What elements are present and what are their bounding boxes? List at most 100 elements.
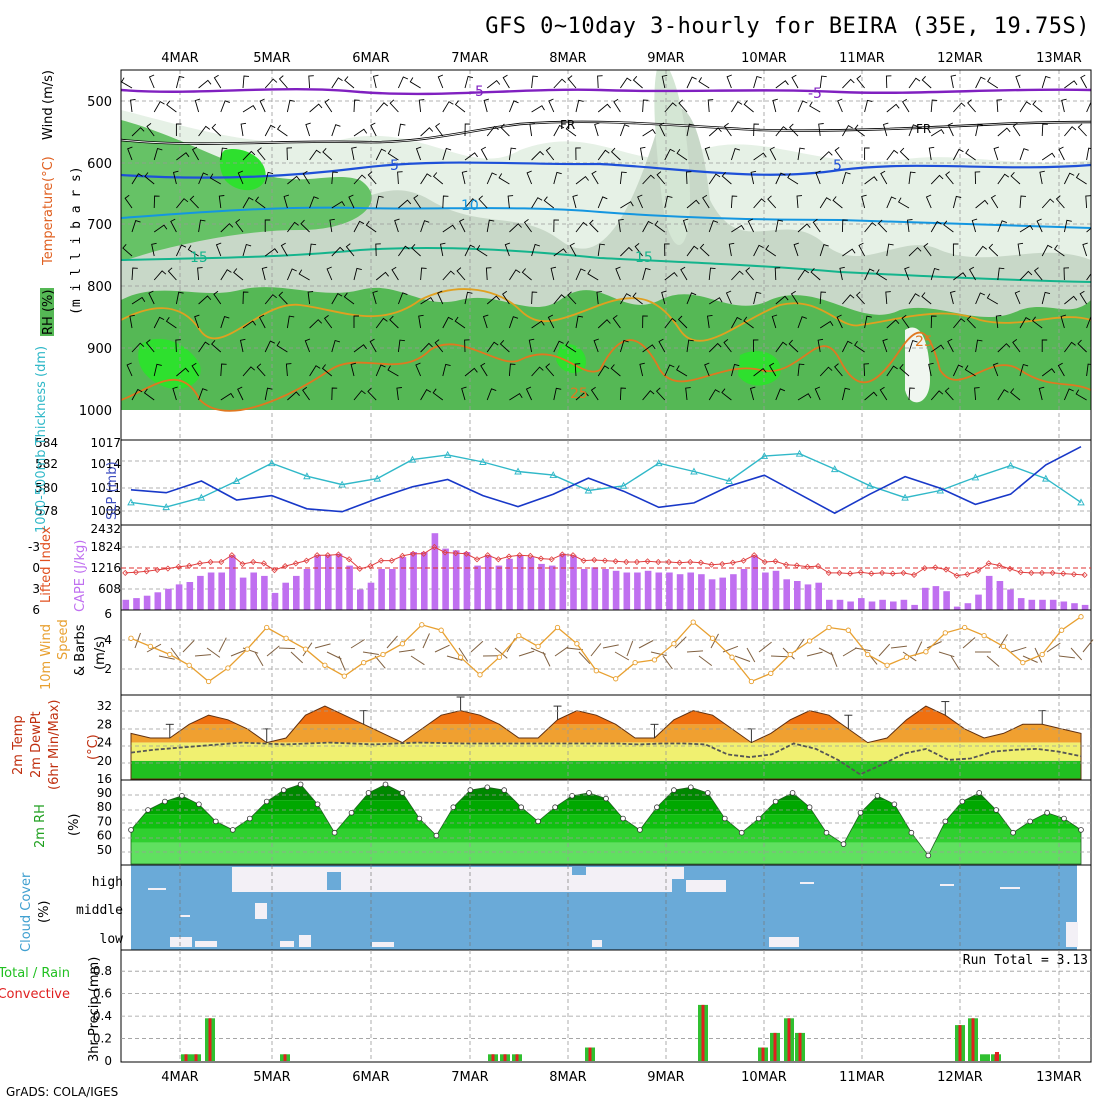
cape-bar: [698, 574, 705, 610]
wind10m-barb: [1082, 639, 1094, 653]
wind-barb: [531, 105, 545, 113]
wind-barb: [658, 122, 666, 137]
wind-barb: [928, 146, 935, 161]
cape-bar: [325, 555, 332, 610]
wind-barb: [597, 149, 610, 161]
cape-bars: [122, 533, 1089, 610]
wind-speed-marker: [419, 622, 425, 628]
wind-barb: [952, 364, 964, 377]
wind-barb: [899, 364, 910, 377]
wind-barb: [240, 122, 247, 137]
cape-bar: [602, 569, 609, 610]
rh-marker: [1010, 829, 1016, 836]
wind-barb: [442, 316, 454, 329]
rh-tick-label: 50: [97, 843, 112, 857]
wind10m-barb: [758, 641, 772, 653]
wind-barb: [594, 122, 600, 137]
isotherm-20: [121, 288, 1091, 342]
thickness-marker: [162, 503, 170, 511]
wind-barb: [508, 363, 516, 377]
li-marker: [879, 569, 886, 576]
wind-speed-marker: [535, 643, 541, 650]
wind-speed-marker: [516, 632, 522, 639]
wind-barb: [986, 293, 999, 305]
precip-convective-bar: [491, 1054, 495, 1061]
wind-barb: [286, 147, 293, 161]
wind-barb: [775, 388, 786, 401]
wind-barb: [372, 74, 379, 89]
wind-barb: [1017, 242, 1024, 257]
wind-barb: [996, 99, 1003, 113]
wind-barb: [686, 292, 697, 305]
li-tick-label: 6: [32, 603, 40, 617]
wind-barb: [287, 175, 301, 185]
wind-barb: [353, 267, 362, 281]
wind10m-barb: [230, 649, 246, 657]
wind-barb: [480, 146, 488, 161]
wind-barb: [771, 314, 778, 329]
cape-bar: [804, 584, 812, 610]
temp-tick-label: 24: [97, 736, 112, 750]
li-marker: [548, 556, 555, 563]
wind-barb: [305, 122, 311, 137]
wind-barb: [819, 366, 833, 377]
wind10m-barb: [830, 651, 838, 667]
rh-tick-label: 90: [97, 786, 112, 800]
isotherm-label-25-b: 25: [570, 386, 588, 402]
rh-marker: [348, 809, 355, 816]
rh-marker: [891, 801, 898, 808]
wind-barb: [987, 77, 999, 89]
wind-barb: [678, 99, 688, 113]
wind-barb: [854, 340, 865, 353]
li-marker: [228, 552, 235, 559]
wind-barb: [326, 266, 333, 281]
cloud-high-block: [572, 867, 586, 875]
ylabel-rh-2m-a: 2m RH: [33, 804, 48, 848]
wind-barb: [863, 363, 870, 377]
wind-barb: [787, 173, 799, 185]
wind-barb: [454, 100, 466, 113]
wind-barb: [658, 338, 666, 353]
rh-marker: [857, 809, 864, 816]
wind-barb: [775, 341, 788, 353]
wind-barb: [728, 242, 735, 257]
slp-tick-label: 1011: [90, 481, 121, 495]
wind-barb: [211, 340, 222, 353]
wind10m-barb: [170, 647, 182, 662]
ylabel-wind10m-b: Speed: [56, 619, 71, 660]
wind-barb: [885, 291, 891, 305]
wind-speed-marker: [225, 665, 231, 671]
wind-barb: [842, 294, 855, 305]
wind-barb: [1019, 270, 1033, 281]
wind-barb: [545, 363, 555, 377]
wind-barb: [1061, 98, 1067, 113]
wind-speed-marker: [147, 643, 154, 650]
cloud-clear-thin: [148, 888, 166, 890]
wind-barb: [855, 291, 865, 305]
wind-barb: [1063, 172, 1075, 185]
wind-barb: [880, 170, 888, 185]
wind-barb: [953, 272, 967, 281]
wind-barb: [950, 74, 957, 89]
cape-bar: [996, 581, 1004, 610]
thickness-slp-frame: [120, 439, 1092, 526]
thickness-marker: [936, 486, 945, 494]
wind-barb: [1077, 123, 1087, 137]
cape-bar: [1039, 599, 1046, 610]
wind-barb: [175, 244, 187, 257]
wind-barb: [553, 219, 560, 233]
wind-barb: [1041, 123, 1048, 137]
wind10m-markers: [128, 614, 1084, 685]
cloud-clear-low: [195, 941, 217, 947]
isotherm-label-10: 10: [461, 198, 479, 214]
precip-convective-bar: [787, 1018, 791, 1061]
wind-barb: [486, 125, 499, 137]
wind-barb: [531, 366, 544, 377]
date-label-top: 13MAR: [1036, 51, 1082, 66]
wind-barb: [353, 128, 368, 137]
wind-barb: [369, 338, 377, 353]
cape-bar: [186, 582, 194, 610]
rh-marker: [501, 787, 508, 793]
wind-barb: [397, 292, 408, 305]
li-marker: [942, 566, 950, 573]
